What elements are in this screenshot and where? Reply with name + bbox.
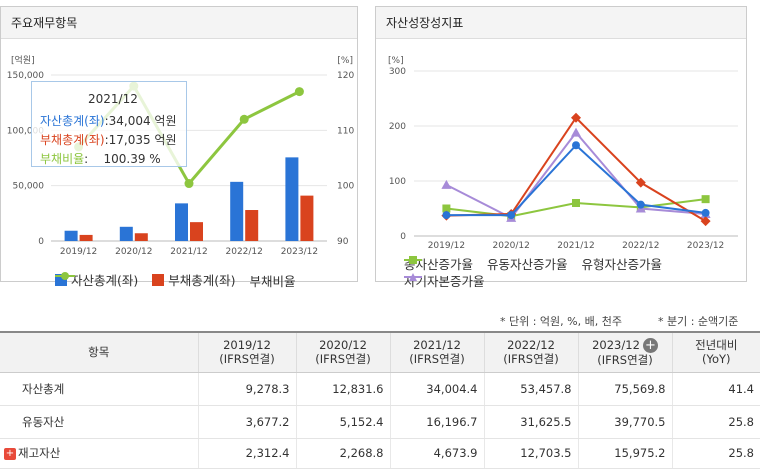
series-point — [507, 211, 516, 220]
growth-indicators-title: 자산성장성지표 — [376, 7, 746, 39]
series-point — [701, 195, 710, 204]
series-point — [636, 200, 645, 209]
x-tick-label: 2021/12 — [170, 247, 207, 257]
series-point — [442, 204, 451, 213]
series-point — [572, 199, 580, 207]
x-tick-label: 2020/12 — [493, 241, 530, 251]
x-tick-label: 2022/12 — [622, 241, 659, 251]
tooltip-assets-value: :34,004 억원 — [104, 114, 177, 128]
legend-item-current-assets-growth[interactable]: 유동자산증가율 — [404, 254, 568, 273]
expand-columns-icon[interactable]: + — [642, 337, 658, 353]
y-right-unit: [%] — [337, 56, 353, 66]
header-col: 2020/12 (IFRS연결) — [295, 331, 390, 373]
x-tick-label: 2023/12 — [281, 247, 318, 257]
tooltip-assets-label: 자산총계(좌) — [40, 114, 105, 128]
bar-assets — [230, 181, 244, 241]
ratio-point — [184, 179, 194, 189]
x-tick-label: 2019/12 — [60, 247, 97, 257]
y-tick-label: 0 — [400, 232, 406, 242]
y-tick-label: 200 — [389, 122, 406, 132]
y2-tick-label: 110 — [337, 126, 354, 136]
y2-tick-label: 90 — [337, 237, 349, 247]
legend-item-equity-growth[interactable]: 자기자본증가율 — [404, 273, 485, 289]
main-financials-panel: 주요재무항목 [억원] [%] 0 50,000 100,000 150,000 90 100… — [0, 6, 358, 289]
period-note: * 분기 : 순액기준 — [658, 315, 739, 328]
bar-assets — [119, 226, 133, 241]
ratio-point — [239, 114, 249, 124]
series-point — [571, 112, 581, 123]
table-row: 유동자산 3,677.2 5,152.4 16,196.7 31,625.5 3… — [0, 405, 760, 439]
right-legend: 총자산증가율 유동자산증가율 유형자산증가율 — [404, 254, 672, 273]
financial-table: 항목 2019/12 (IFRS연결) 2020/12 (IFRS연결) 2021/… — [0, 331, 760, 469]
ratio-point — [294, 87, 304, 97]
bar-liabilities — [79, 234, 93, 241]
x-tick-label: 2019/12 — [428, 241, 465, 251]
bar-liabilities — [300, 195, 314, 241]
legend-item-liabilities[interactable]: 부채총계(좌) — [152, 270, 236, 289]
tooltip-ratio-label: 부채비율 — [40, 152, 85, 166]
series-point — [635, 177, 646, 188]
bar-liabilities — [245, 210, 259, 241]
y-tick-label: 100,000 — [7, 126, 44, 136]
bar-liabilities — [190, 222, 203, 241]
bar-assets — [285, 157, 299, 241]
growth-indicators-chart: [%] 0 100 200 300 2019/12 2020/12 2021/12 2022/1… — [388, 56, 738, 251]
series-point — [442, 211, 451, 220]
main-financials-chart: [억원] [%] 0 50,000 100,000 150,000 90 100 110 120 2… — [7, 54, 355, 257]
expand-row-icon[interactable]: + — [4, 447, 16, 460]
series-point — [701, 208, 710, 217]
header-item: 항목 — [0, 331, 198, 373]
header-col: 2022/12 (IFRS연결) — [483, 331, 578, 373]
header-col: 2019/12 (IFRS연결) — [197, 331, 296, 373]
y-tick-label: 50,000 — [13, 182, 45, 192]
series-point — [441, 179, 452, 189]
legend-item-tangible-assets-growth[interactable]: 유형자산증가율 — [404, 254, 662, 273]
x-tick-label: 2021/12 — [557, 241, 594, 251]
bar-assets — [175, 203, 188, 241]
series-point — [571, 127, 581, 137]
row-label: 재고자산 — [18, 446, 61, 460]
x-tick-label: 2023/12 — [687, 241, 724, 251]
y-tick-label: 100 — [389, 177, 406, 187]
series-point — [700, 216, 711, 227]
unit-note: * 단위 : 억원, %, 배, 천주 — [500, 315, 622, 328]
row-label: 유동자산 — [0, 405, 198, 439]
growth-indicators-panel: 자산성장성지표 [%] 0 100 200 300 2019/12 2020/12 2021/… — [375, 6, 747, 289]
table-row: + 재고자산 2,312.4 2,268.8 4,673.9 12,703.5 1… — [0, 438, 760, 469]
tooltip-ratio-value: : 100.39 % — [84, 152, 161, 166]
y-tick-label: 0 — [38, 237, 44, 247]
tooltip-liab-label: 부채총계(좌) — [40, 133, 105, 147]
x-tick-label: 2020/12 — [115, 247, 152, 257]
legend-item-ratio[interactable]: 부채비율 — [55, 271, 296, 290]
left-legend: 자산총계(좌) 부채총계(좌) 부채비율 — [55, 270, 306, 290]
header-col: 2023/12 + (IFRS연결) — [577, 331, 672, 373]
header-yoy: 전년대비 (YoY) — [671, 331, 760, 373]
y-unit: [%] — [388, 56, 404, 66]
y-tick-label: 300 — [389, 67, 406, 77]
header-col: 2021/12 (IFRS연결) — [389, 331, 484, 373]
x-tick-label: 2022/12 — [226, 247, 263, 257]
main-financials-title: 주요재무항목 — [1, 7, 357, 39]
bar-liabilities — [134, 233, 148, 241]
right-legend-row2: 자기자본증가율 — [404, 271, 495, 290]
y2-tick-label: 120 — [337, 71, 354, 81]
chart-tooltip: 2021/12 자산총계(좌):34,004 억원 부채총계(좌):17,035… — [31, 81, 187, 167]
y-left-unit: [억원] — [11, 54, 35, 66]
bar-assets — [64, 230, 78, 241]
y2-tick-label: 100 — [337, 182, 354, 192]
table-row: 자산총계 9,278.3 12,831.6 34,004.4 53,457.8 … — [0, 372, 760, 406]
row-label: 자산총계 — [0, 372, 198, 406]
y-tick-label: 150,000 — [7, 71, 44, 81]
tooltip-liab-value: :17,035 억원 — [104, 133, 177, 147]
tooltip-date: 2021/12 — [88, 92, 138, 106]
table-header-row: 항목 2019/12 (IFRS연결) 2020/12 (IFRS연결) 2021/… — [0, 331, 760, 373]
series-point — [572, 141, 580, 150]
